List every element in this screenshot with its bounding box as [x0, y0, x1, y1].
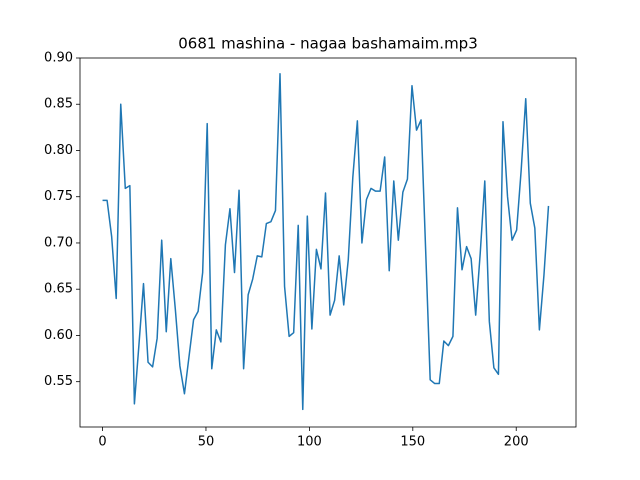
plot-frame	[79, 57, 577, 428]
x-tick-label: 150	[400, 435, 425, 450]
data-line	[102, 72, 550, 411]
y-tick-label: 0.65	[44, 282, 73, 297]
y-tick-label: 0.90	[44, 51, 73, 66]
y-tick-label: 0.55	[44, 374, 73, 389]
y-tick-label: 0.85	[44, 97, 73, 112]
y-tick-label: 0.80	[44, 143, 73, 158]
x-tick-label: 50	[198, 435, 215, 450]
x-tick-label: 100	[297, 435, 322, 450]
chart-title: 0681 mashina - nagaa bashamaim.mp3	[178, 35, 478, 53]
x-tick-label: 200	[504, 435, 529, 450]
y-tick-label: 0.60	[44, 328, 73, 343]
x-tick-label: 0	[98, 435, 106, 450]
y-tick-label: 0.75	[44, 189, 73, 204]
y-tick-label: 0.70	[44, 235, 73, 250]
